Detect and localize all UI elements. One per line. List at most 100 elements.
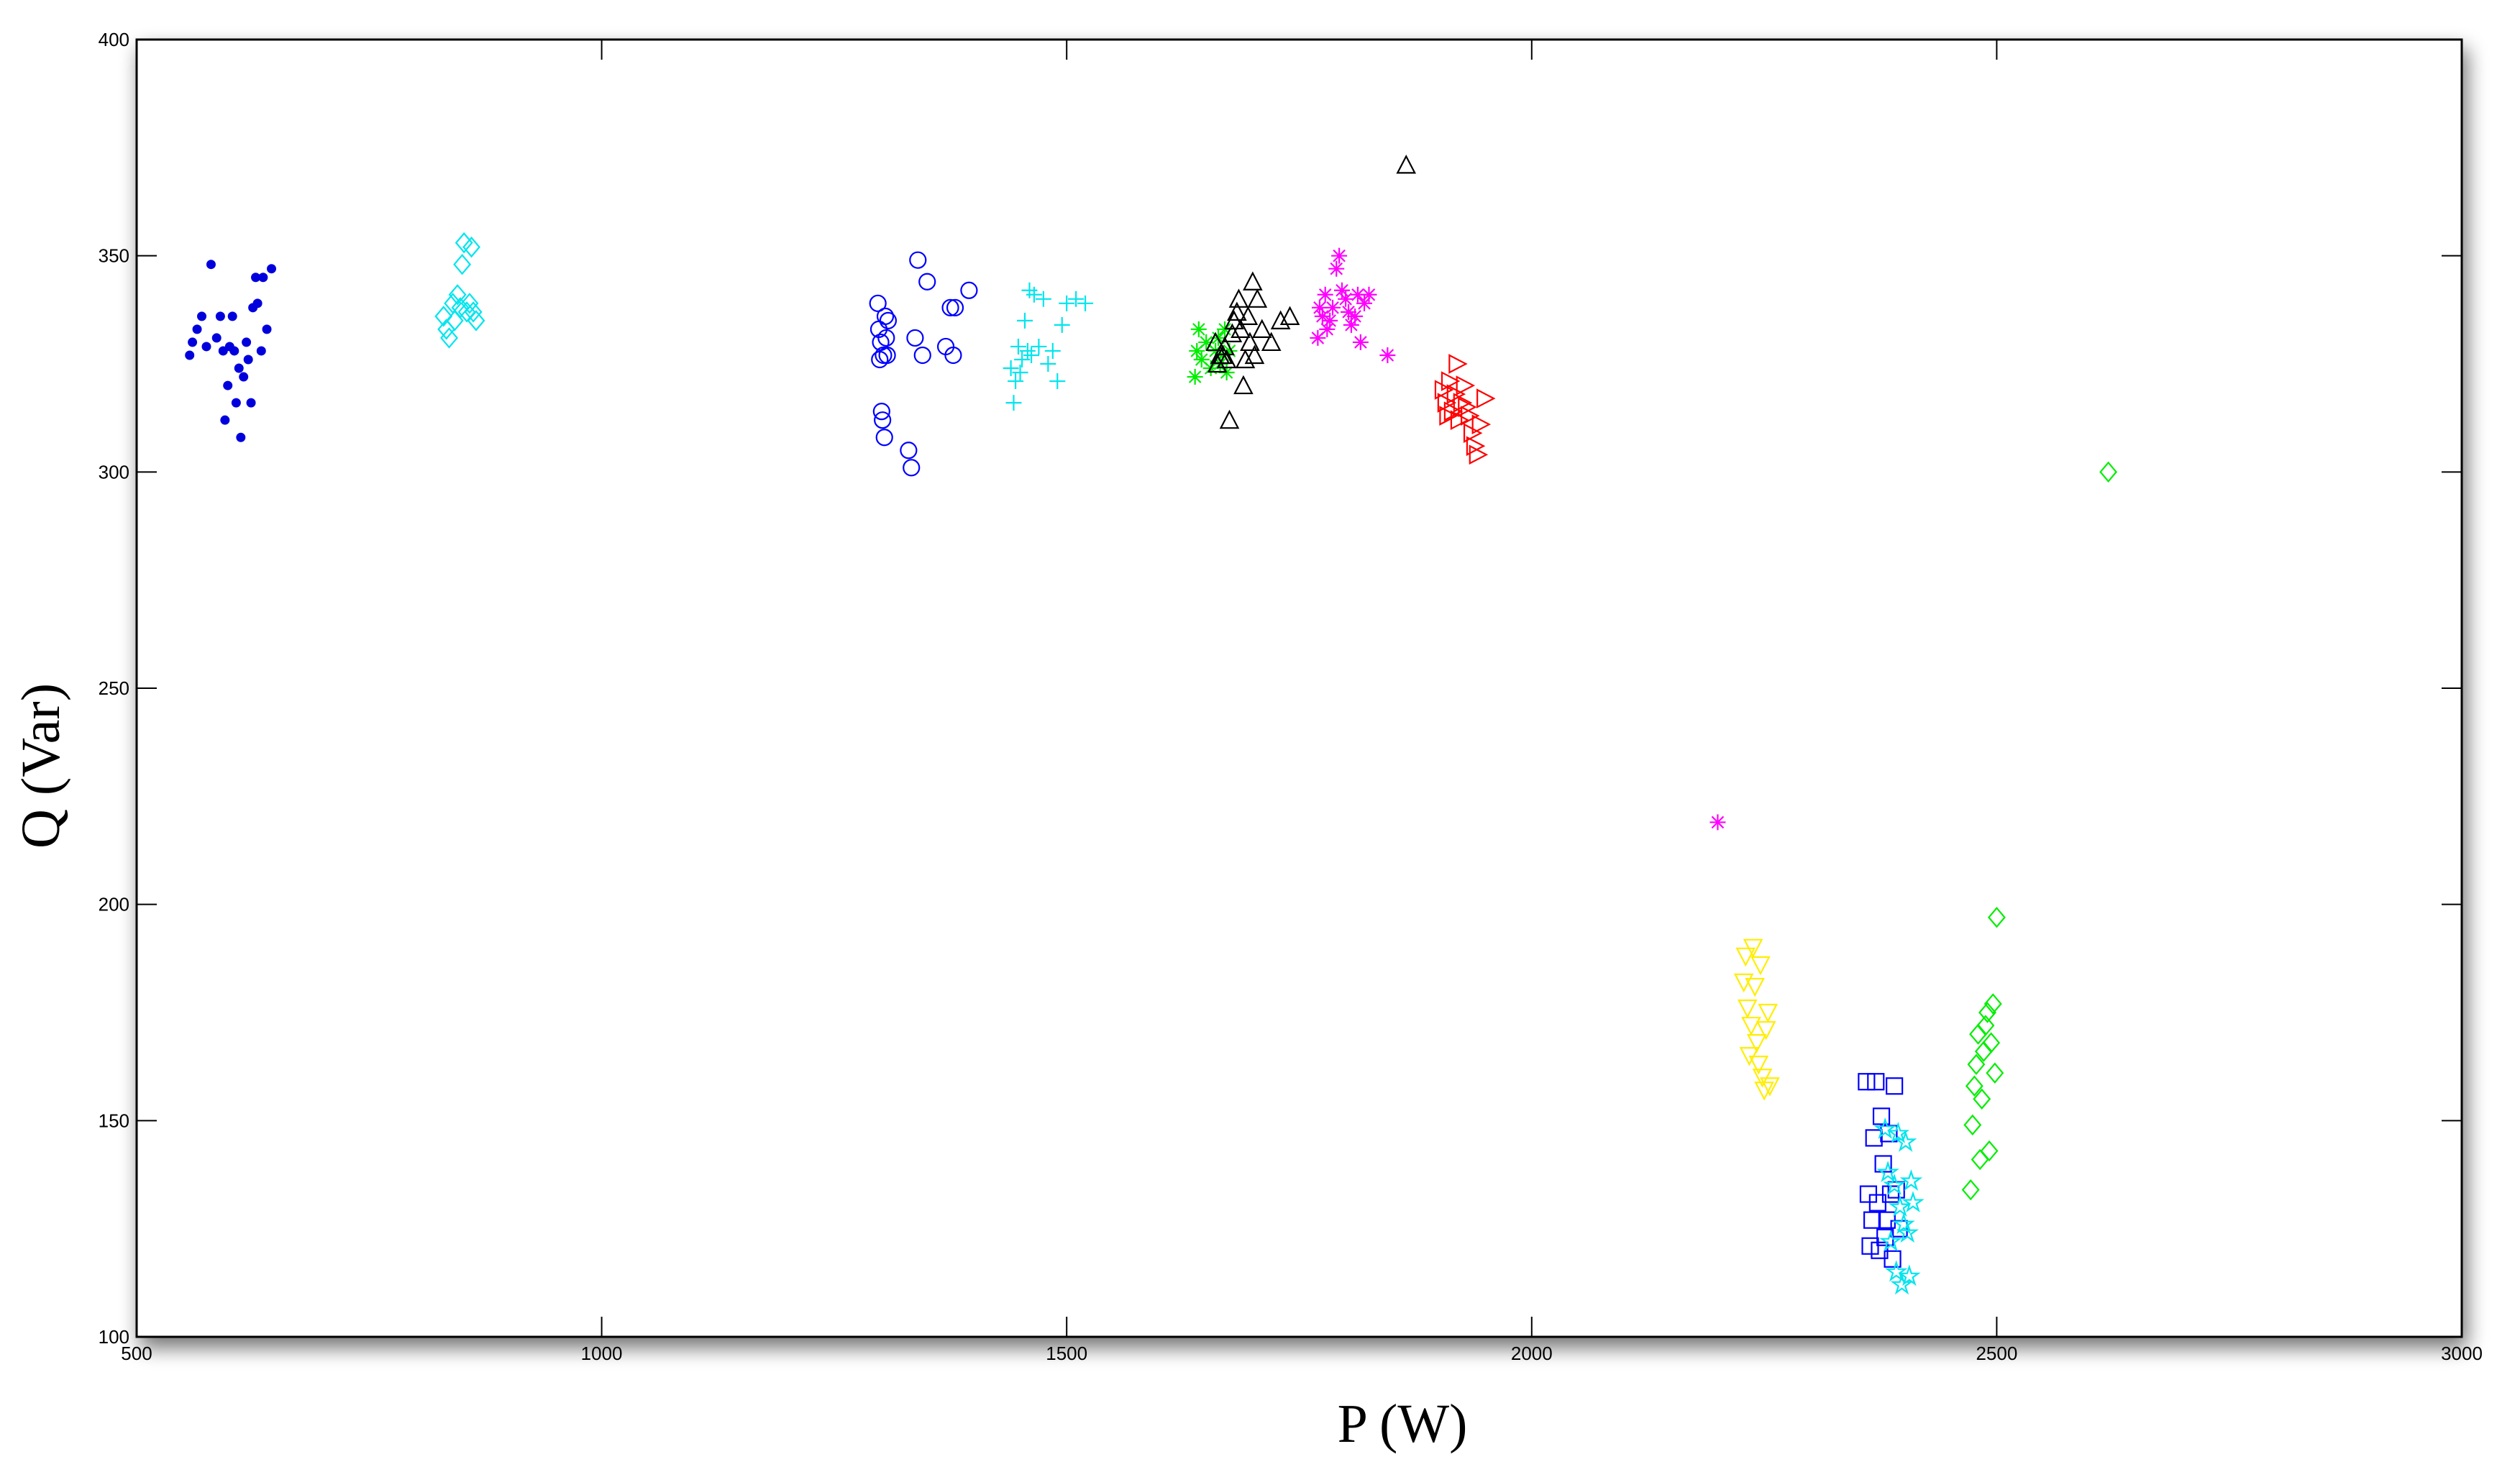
data-point-series-7 <box>1356 295 1373 311</box>
data-point-series-9 <box>1756 1020 1776 1041</box>
data-point-series-6 <box>1243 271 1263 291</box>
data-point-series-11 <box>1899 1169 1923 1191</box>
data-point-series-4 <box>1023 347 1040 363</box>
data-point-series-7 <box>1325 299 1341 316</box>
data-point-series-6 <box>1261 332 1282 352</box>
data-point-series-5 <box>1190 321 1207 337</box>
data-point-series-11 <box>1879 1230 1902 1252</box>
data-point-series-1 <box>188 337 198 347</box>
data-point-series-1 <box>223 380 233 390</box>
data-point-series-1 <box>242 337 252 347</box>
data-point-series-12 <box>1965 1075 1983 1097</box>
data-point-series-10 <box>1858 1073 1876 1091</box>
data-point-series-8 <box>1448 354 1468 374</box>
data-point-series-4 <box>1003 360 1019 377</box>
data-point-series-6 <box>1251 319 1272 338</box>
y-tick-label: 300 <box>99 461 129 483</box>
data-point-series-9 <box>1748 1056 1769 1075</box>
data-point-series-6 <box>1219 409 1240 429</box>
data-point-series-9 <box>1750 956 1771 976</box>
data-point-series-4 <box>1019 342 1036 359</box>
data-point-series-12 <box>2099 461 2118 483</box>
data-point-series-7 <box>1352 334 1369 350</box>
x-tick-label: 1000 <box>581 1343 623 1364</box>
data-point-series-3 <box>906 329 924 347</box>
y-tick-label: 100 <box>99 1326 129 1348</box>
data-point-series-5 <box>1193 351 1210 367</box>
data-point-series-9 <box>1738 999 1758 1019</box>
data-point-series-12 <box>1983 993 2002 1015</box>
data-point-series-1 <box>227 311 237 321</box>
data-point-series-6 <box>1231 319 1251 338</box>
data-point-series-1 <box>246 398 256 408</box>
data-point-series-3 <box>918 273 936 291</box>
data-point-series-11 <box>1886 1121 1910 1143</box>
data-point-series-4 <box>1035 291 1051 307</box>
data-point-series-7 <box>1379 347 1396 363</box>
data-point-series-6 <box>1235 349 1256 369</box>
data-point-series-12 <box>1978 1002 1996 1023</box>
data-point-series-3 <box>878 346 896 365</box>
data-point-series-11 <box>1898 1264 1921 1287</box>
data-point-series-6 <box>1247 288 1268 308</box>
data-point-series-2 <box>462 236 480 258</box>
data-point-series-3 <box>944 346 962 365</box>
data-point-series-6 <box>1228 288 1249 308</box>
data-point-series-6 <box>1396 155 1417 174</box>
data-point-series-8 <box>1437 393 1457 413</box>
data-point-series-4 <box>1031 338 1047 355</box>
data-point-series-6 <box>1238 306 1259 325</box>
data-point-series-1 <box>239 372 249 382</box>
data-point-series-11 <box>1892 1212 1915 1235</box>
data-point-series-11 <box>1896 1221 1919 1243</box>
data-point-series-2 <box>448 284 467 306</box>
data-point-series-12 <box>1973 1088 1991 1110</box>
data-point-series-7 <box>1328 260 1345 277</box>
data-point-series-11 <box>1885 1260 1908 1282</box>
data-point-series-1 <box>256 346 266 356</box>
data-point-series-7 <box>1317 286 1333 303</box>
x-axis-label: P (W) <box>1338 1394 1468 1454</box>
data-point-series-9 <box>1743 938 1763 959</box>
data-point-series-12 <box>1974 1041 1993 1062</box>
data-point-series-1 <box>252 298 262 309</box>
data-point-series-1 <box>185 350 195 360</box>
data-point-series-7 <box>1343 316 1359 333</box>
data-point-series-7 <box>1349 286 1366 303</box>
data-point-series-8 <box>1446 384 1466 404</box>
y-tick-label: 250 <box>99 677 129 699</box>
data-point-series-3 <box>941 298 959 316</box>
data-point-series-8 <box>1434 380 1454 400</box>
data-point-series-2 <box>464 301 483 323</box>
data-point-series-12 <box>1986 1062 2004 1084</box>
x-tick-label: 2500 <box>1976 1343 2017 1364</box>
data-point-series-7 <box>1310 329 1326 346</box>
data-point-series-9 <box>1735 947 1756 967</box>
data-point-series-4 <box>1040 356 1056 372</box>
data-point-series-4 <box>1049 373 1066 390</box>
data-point-series-1 <box>215 311 225 321</box>
data-point-series-10 <box>1865 1129 1883 1147</box>
data-point-series-3 <box>869 294 887 312</box>
data-point-series-1 <box>234 363 244 373</box>
data-point-series-7 <box>1314 308 1330 324</box>
data-point-series-10 <box>1872 1107 1891 1125</box>
y-tick-label: 150 <box>99 1110 129 1131</box>
data-point-series-6 <box>1227 301 1247 321</box>
data-point-series-1 <box>206 260 216 270</box>
data-point-series-1 <box>243 355 253 365</box>
x-tick-label: 1500 <box>1046 1343 1087 1364</box>
data-point-series-1 <box>197 311 207 321</box>
data-point-series-9 <box>1745 977 1765 997</box>
data-point-series-10 <box>1886 1077 1904 1095</box>
data-point-series-12 <box>1969 1023 1987 1045</box>
y-tick-label: 200 <box>99 894 129 915</box>
data-point-series-3 <box>875 429 893 447</box>
data-point-series-6 <box>1233 375 1254 395</box>
data-point-series-3 <box>875 346 892 365</box>
data-point-series-2 <box>440 327 458 349</box>
data-point-series-12 <box>1967 1054 1986 1075</box>
data-point-series-6 <box>1270 310 1291 329</box>
data-point-series-7 <box>1333 282 1350 298</box>
